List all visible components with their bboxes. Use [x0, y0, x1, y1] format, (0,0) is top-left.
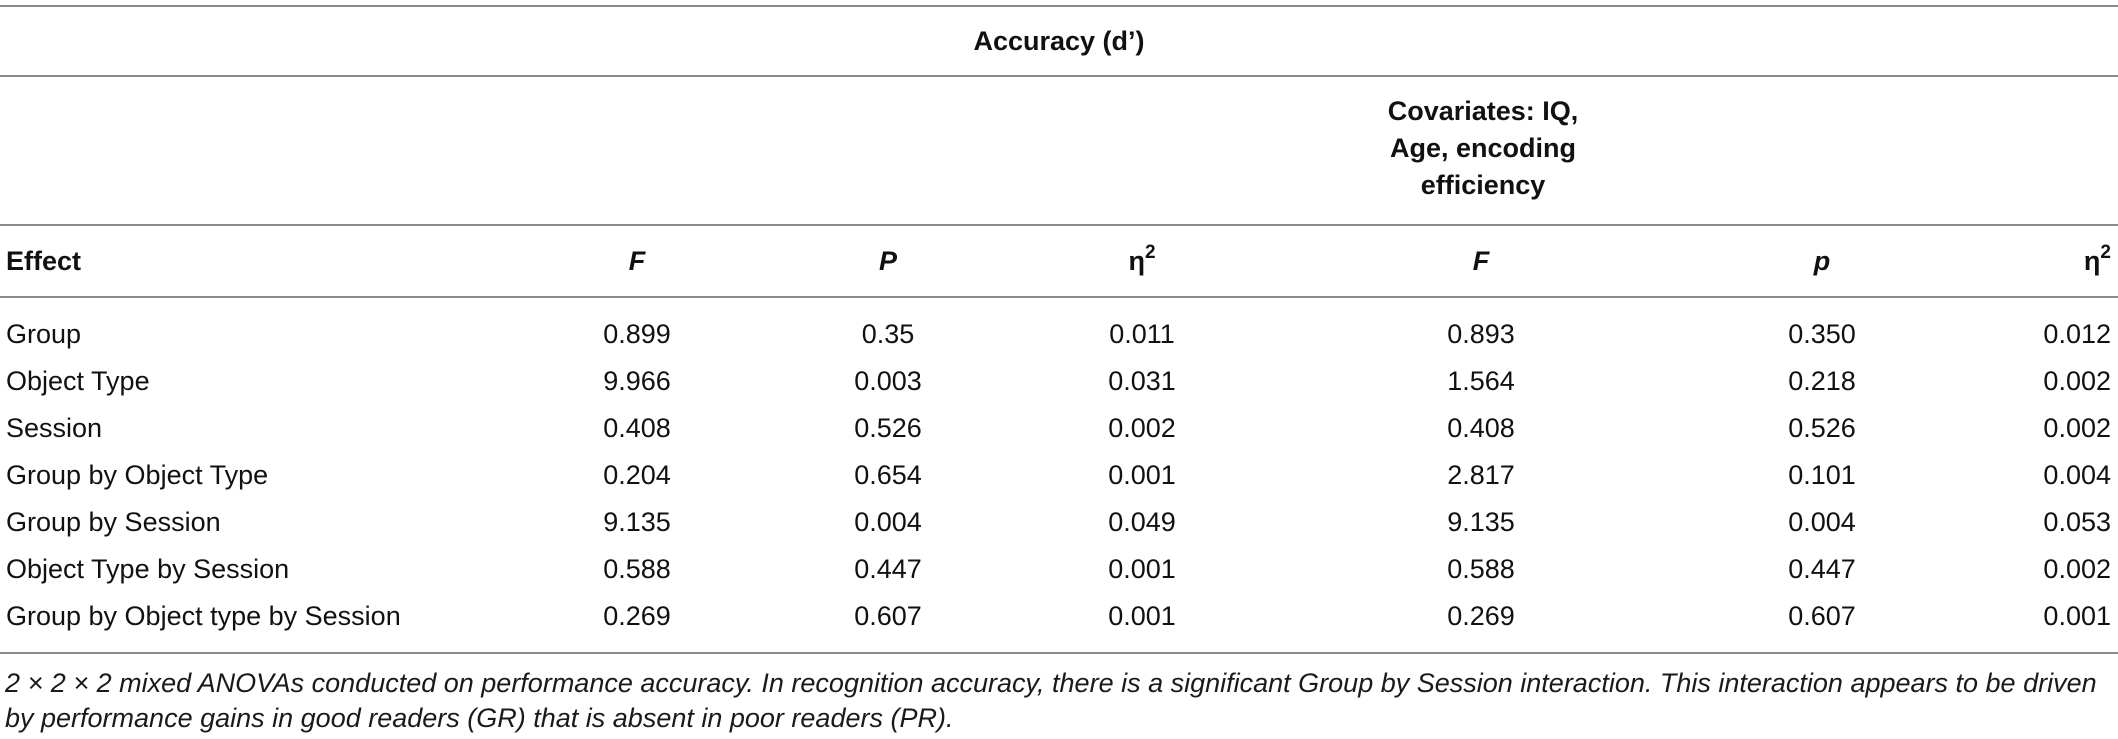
cell-eta2: 0.002 [2043, 413, 2111, 443]
cell-effect: Group [6, 319, 82, 349]
cell-eta1: 0.011 [1109, 319, 1175, 349]
cell-effect: Object Type [6, 366, 150, 396]
cell-p1: 0.004 [854, 507, 922, 537]
col-header-eta-squared: η2 [1128, 242, 1156, 277]
cell-f2: 0.408 [1447, 413, 1515, 443]
header-rule [0, 224, 2118, 226]
cell-effect: Session [6, 413, 103, 443]
cell-f2: 0.588 [1447, 554, 1515, 584]
top-rule [0, 5, 2118, 7]
table-title: Accuracy (d’) [973, 26, 1145, 56]
cell-p2: 0.350 [1788, 319, 1856, 349]
cell-f2: 0.893 [1447, 319, 1515, 349]
cell-p2: 0.004 [1788, 507, 1856, 537]
cell-eta2: 0.004 [2043, 460, 2111, 490]
col-header-p: P [878, 246, 898, 276]
cell-p2: 0.526 [1788, 413, 1856, 443]
cell-eta2: 0.053 [2043, 507, 2111, 537]
cell-f1: 0.899 [603, 319, 671, 349]
cell-f1: 9.135 [603, 507, 671, 537]
cell-f1: 0.204 [603, 460, 671, 490]
cell-effect: Group by Object type by Session [6, 601, 401, 631]
cell-f2: 2.817 [1447, 460, 1515, 490]
cell-eta1: 0.031 [1108, 366, 1176, 396]
cell-eta1: 0.002 [1108, 413, 1176, 443]
cell-f1: 0.269 [603, 601, 671, 631]
cell-p1: 0.607 [854, 601, 922, 631]
cell-eta2: 0.002 [2043, 366, 2111, 396]
cell-eta1: 0.001 [1108, 601, 1176, 631]
cell-p2: 0.447 [1788, 554, 1856, 584]
cell-eta2: 0.012 [2043, 319, 2111, 349]
title-rule [0, 75, 2118, 77]
eta-superscript: 2 [1144, 242, 1156, 263]
cell-p1: 0.447 [854, 554, 922, 584]
cell-f2: 0.269 [1447, 601, 1515, 631]
covariates-header: Covariates: IQ, Age, encoding efficiency [1328, 93, 1638, 204]
covariates-line-1: Covariates: IQ, [1387, 96, 1579, 126]
cell-p1: 0.526 [854, 413, 922, 443]
cell-f2: 1.564 [1447, 366, 1515, 396]
eta-superscript: 2 [2100, 242, 2111, 263]
cell-p2: 0.218 [1788, 366, 1856, 396]
cell-eta2: 0.002 [2043, 554, 2111, 584]
cell-p1: 0.003 [854, 366, 922, 396]
covariates-line-2: Age, encoding [1389, 133, 1576, 163]
cell-p2: 0.101 [1788, 460, 1856, 490]
covariates-line-3: efficiency [1420, 170, 1546, 200]
cell-f1: 9.966 [603, 366, 671, 396]
cell-eta1: 0.049 [1108, 507, 1176, 537]
cell-p2: 0.607 [1788, 601, 1856, 631]
cell-f2: 9.135 [1447, 507, 1515, 537]
cell-effect: Object Type by Session [6, 554, 290, 584]
col-header-eta-squared-covariates: η2 [2083, 242, 2111, 277]
col-header-p-covariates: p [1813, 246, 1831, 276]
cell-p1: 0.654 [854, 460, 922, 490]
cell-p1: 0.35 [861, 319, 915, 349]
cell-eta2: 0.001 [2043, 601, 2111, 631]
cell-f1: 0.408 [603, 413, 671, 443]
table-footnote: 2 × 2 × 2 mixed ANOVAs conducted on perf… [5, 668, 2097, 733]
eta-symbol: η [2083, 246, 2101, 276]
eta-symbol: η [1128, 246, 1145, 276]
col-header-f: F [628, 246, 646, 276]
bottom-rule [0, 652, 2118, 654]
cell-eta1: 0.001 [1108, 460, 1176, 490]
col-header-effect: Effect [6, 246, 82, 276]
cell-effect: Group by Object Type [6, 460, 269, 490]
cell-f1: 0.588 [603, 554, 671, 584]
column-header-rule [0, 296, 2118, 298]
cell-eta1: 0.001 [1108, 554, 1176, 584]
col-header-f-covariates: F [1472, 246, 1490, 276]
cell-effect: Group by Session [6, 507, 221, 537]
